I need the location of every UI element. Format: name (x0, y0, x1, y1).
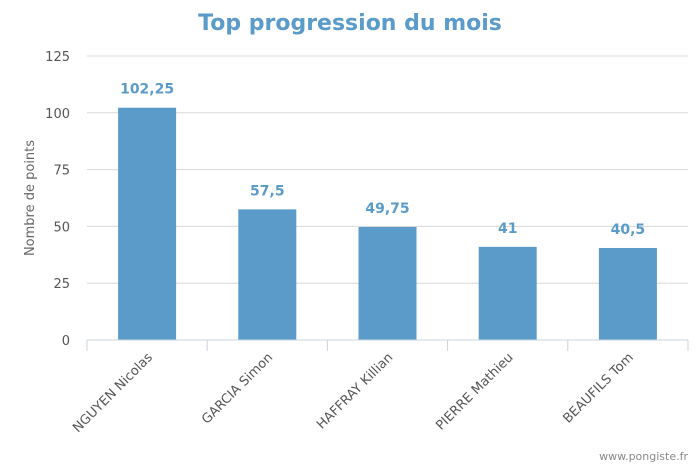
y-axis-label: Nombre de points (23, 140, 38, 256)
y-tick-label: 25 (53, 277, 70, 292)
x-tick-label: PIERRE Mathieu (433, 350, 516, 433)
bar (478, 246, 537, 340)
y-tick-label: 75 (53, 164, 70, 179)
bar (118, 107, 177, 340)
data-label: 49,75 (365, 201, 409, 217)
bar (238, 209, 297, 340)
data-label: 40,5 (611, 222, 646, 238)
bar (598, 247, 657, 340)
data-label: 41 (498, 221, 517, 237)
chart-title: Top progression du mois (198, 11, 502, 36)
credit-text: www.pongiste.fr (599, 450, 688, 463)
y-tick-label: 50 (53, 220, 70, 235)
y-tick-label: 100 (45, 107, 70, 122)
x-tick-label: BEAUFILS Tom (560, 350, 636, 426)
x-tick-label: NGUYEN Nicolas (70, 350, 156, 436)
data-label: 57,5 (250, 183, 285, 199)
x-tick-label: HAFFRAY Killian (314, 350, 396, 432)
bar (358, 226, 417, 340)
data-label: 102,25 (120, 82, 174, 98)
y-tick-label: 0 (62, 334, 70, 349)
y-tick-label: 125 (45, 50, 70, 65)
x-tick-label: GARCIA Simon (199, 350, 276, 427)
